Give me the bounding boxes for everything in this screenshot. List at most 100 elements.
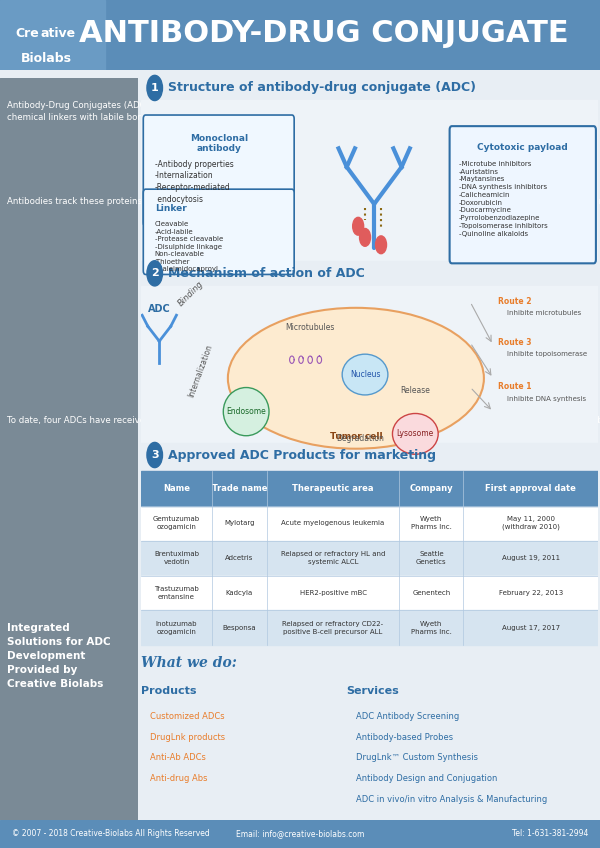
Ellipse shape bbox=[228, 308, 484, 449]
Bar bbox=[141, 576, 598, 611]
Bar bbox=[141, 286, 598, 456]
Text: Gemtuzumab
ozogamicin: Gemtuzumab ozogamicin bbox=[153, 516, 200, 530]
Text: Structure of antibody-drug conjugate (ADC): Structure of antibody-drug conjugate (AD… bbox=[169, 81, 476, 94]
Text: Microtubules: Microtubules bbox=[286, 323, 335, 332]
Text: Antibody-Drug Conjugates (ADCs) are monoclonal antibodies (mAbs) attached to bio: Antibody-Drug Conjugates (ADCs) are mono… bbox=[7, 101, 567, 121]
FancyBboxPatch shape bbox=[449, 126, 596, 264]
Text: Relapsed or refractory HL and
systemic ALCL: Relapsed or refractory HL and systemic A… bbox=[281, 551, 385, 565]
Ellipse shape bbox=[392, 414, 438, 455]
Text: August 17, 2017: August 17, 2017 bbox=[502, 625, 560, 631]
Ellipse shape bbox=[342, 354, 388, 395]
Text: Inotuzumab
ozogamicin: Inotuzumab ozogamicin bbox=[155, 621, 197, 634]
Text: Company: Company bbox=[410, 484, 453, 493]
Bar bbox=[141, 471, 598, 645]
Text: Services: Services bbox=[347, 686, 400, 696]
Text: Internalization: Internalization bbox=[187, 343, 214, 399]
Text: Besponsa: Besponsa bbox=[223, 625, 256, 631]
Text: Approved ADC Products for marketing: Approved ADC Products for marketing bbox=[169, 449, 436, 461]
Text: Route 1: Route 1 bbox=[497, 382, 531, 392]
Text: Mechanism of action of ADC: Mechanism of action of ADC bbox=[169, 267, 365, 280]
Text: Anti-Ab ADCs: Anti-Ab ADCs bbox=[150, 754, 206, 762]
Text: 2: 2 bbox=[151, 268, 158, 278]
Bar bbox=[141, 471, 598, 505]
Text: 3: 3 bbox=[151, 450, 158, 460]
Text: Trastuzumab
emtansine: Trastuzumab emtansine bbox=[154, 586, 199, 600]
Text: Route 3: Route 3 bbox=[497, 338, 531, 347]
Text: Release: Release bbox=[400, 386, 430, 395]
Bar bbox=[141, 541, 598, 576]
Text: Antibody Design and Conjugation: Antibody Design and Conjugation bbox=[356, 774, 497, 784]
Text: Customized ADCs: Customized ADCs bbox=[150, 712, 225, 721]
Text: 1: 1 bbox=[151, 83, 158, 93]
Text: Antibody-based Probes: Antibody-based Probes bbox=[356, 733, 453, 742]
Text: Cre: Cre bbox=[15, 26, 39, 40]
Text: May 11, 2000
(withdraw 2010): May 11, 2000 (withdraw 2010) bbox=[502, 516, 560, 530]
Text: HER2-positive mBC: HER2-positive mBC bbox=[299, 590, 367, 596]
Text: -Microtube inhibitors
-Auristatins
-Maytansines
-DNA synthesis inhibitors
-Calic: -Microtube inhibitors -Auristatins -Mayt… bbox=[459, 161, 548, 237]
FancyBboxPatch shape bbox=[143, 115, 294, 226]
Bar bbox=[0, 0, 105, 70]
Text: To date, four ADCs have received market approval. Gemtuzumab ozogamicin for trea: To date, four ADCs have received market … bbox=[7, 416, 600, 425]
Circle shape bbox=[147, 75, 163, 101]
Text: Inhibite topoisomerase: Inhibite topoisomerase bbox=[507, 351, 587, 357]
Text: ative: ative bbox=[41, 26, 76, 40]
Circle shape bbox=[147, 260, 163, 286]
Text: © 2007 - 2018 Creative-Biolabs All Rights Reserved: © 2007 - 2018 Creative-Biolabs All Right… bbox=[12, 829, 210, 839]
Bar bbox=[141, 443, 598, 467]
Text: Kadcyla: Kadcyla bbox=[226, 590, 253, 596]
Text: Lysosome: Lysosome bbox=[397, 429, 434, 438]
Bar bbox=[141, 261, 598, 286]
Text: Relapsed or refractory CD22-
positive B-cell precursor ALL: Relapsed or refractory CD22- positive B-… bbox=[283, 621, 383, 634]
Text: ANTIBODY-DRUG CONJUGATE: ANTIBODY-DRUG CONJUGATE bbox=[79, 20, 569, 48]
Text: What we do:: What we do: bbox=[141, 656, 237, 670]
Circle shape bbox=[353, 217, 364, 235]
Text: Wyeth
Pharms Inc.: Wyeth Pharms Inc. bbox=[411, 621, 452, 634]
Text: -Antibody properties
-Internalization
-Receptor-mediated
 endocytosis: -Antibody properties -Internalization -R… bbox=[155, 159, 233, 204]
Circle shape bbox=[147, 443, 163, 467]
Bar bbox=[141, 75, 598, 100]
Text: Route 2: Route 2 bbox=[497, 297, 531, 306]
Text: Adcetris: Adcetris bbox=[225, 555, 253, 561]
Text: Anti-drug Abs: Anti-drug Abs bbox=[150, 774, 208, 784]
Text: Email: info@creative-biolabs.com: Email: info@creative-biolabs.com bbox=[236, 829, 364, 839]
Text: Nucleus: Nucleus bbox=[350, 370, 380, 379]
Bar bbox=[141, 611, 598, 645]
Ellipse shape bbox=[223, 388, 269, 436]
Text: August 19, 2011: August 19, 2011 bbox=[502, 555, 560, 561]
Circle shape bbox=[359, 228, 371, 246]
Text: Degradation: Degradation bbox=[337, 434, 385, 444]
Text: Endosome: Endosome bbox=[226, 407, 266, 416]
Text: Name: Name bbox=[163, 484, 190, 493]
Text: Therapeutic area: Therapeutic area bbox=[292, 484, 374, 493]
Text: Tumor cell: Tumor cell bbox=[329, 432, 382, 441]
Text: Binding: Binding bbox=[177, 279, 206, 308]
FancyBboxPatch shape bbox=[143, 189, 294, 275]
Text: Products: Products bbox=[141, 686, 197, 696]
Text: Brentuximab
vedotin: Brentuximab vedotin bbox=[154, 551, 199, 565]
Text: DrugLnk products: DrugLnk products bbox=[150, 733, 225, 742]
Bar bbox=[141, 505, 598, 541]
Text: First approval date: First approval date bbox=[485, 484, 576, 493]
Text: Biolabs: Biolabs bbox=[21, 53, 72, 65]
Text: Mylotarg: Mylotarg bbox=[224, 520, 254, 527]
Text: Genentech: Genentech bbox=[412, 590, 451, 596]
Circle shape bbox=[376, 236, 386, 254]
Text: Cytotoxic payload: Cytotoxic payload bbox=[478, 143, 568, 152]
Text: DrugLnk™ Custom Synthesis: DrugLnk™ Custom Synthesis bbox=[356, 754, 478, 762]
Text: ADC: ADC bbox=[148, 304, 170, 314]
Text: Integrated
Solutions for ADC
Development
Provided by
Creative Biolabs: Integrated Solutions for ADC Development… bbox=[7, 623, 110, 689]
Text: Monoclonal
antibody: Monoclonal antibody bbox=[190, 134, 248, 153]
Text: Inhibite microtubules: Inhibite microtubules bbox=[507, 310, 581, 316]
Text: Tel: 1-631-381-2994: Tel: 1-631-381-2994 bbox=[512, 829, 588, 839]
Text: February 22, 2013: February 22, 2013 bbox=[499, 590, 563, 596]
Bar bbox=[141, 100, 598, 275]
Text: Antibodies track these proteins down in the body and attach themselves to the su: Antibodies track these proteins down in … bbox=[7, 197, 600, 206]
Text: ADC in vivo/in vitro Analysis & Manufacturing: ADC in vivo/in vitro Analysis & Manufact… bbox=[356, 795, 547, 804]
Text: Linker: Linker bbox=[155, 204, 187, 213]
Text: Seattle
Genetics: Seattle Genetics bbox=[416, 551, 446, 565]
Text: Inhibite DNA synthesis: Inhibite DNA synthesis bbox=[507, 395, 586, 401]
Text: Acute myelogenous leukemia: Acute myelogenous leukemia bbox=[281, 520, 385, 527]
Text: ADC Antibody Screening: ADC Antibody Screening bbox=[356, 712, 459, 721]
Text: Cleavable
-Acid-labile
-Protease cleavable
-Disulphide linkage
Non-cleavable
-Th: Cleavable -Acid-labile -Protease cleavab… bbox=[155, 221, 223, 272]
Text: Wyeth
Pharms Inc.: Wyeth Pharms Inc. bbox=[411, 516, 452, 530]
